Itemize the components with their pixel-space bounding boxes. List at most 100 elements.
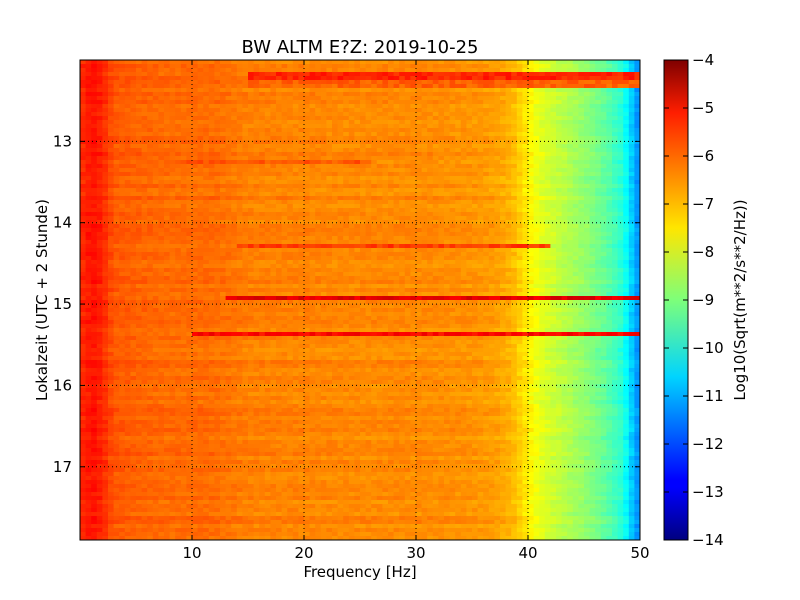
heatmap-cell bbox=[287, 180, 294, 185]
heatmap-cell bbox=[236, 104, 243, 109]
heatmap-cell bbox=[102, 240, 109, 245]
heatmap-cell bbox=[399, 232, 406, 237]
heatmap-cell bbox=[96, 160, 103, 165]
heatmap-cell bbox=[270, 116, 277, 121]
heatmap-cell bbox=[371, 196, 378, 201]
heatmap-cell bbox=[326, 244, 333, 249]
heatmap-cell bbox=[572, 72, 579, 77]
heatmap-cell bbox=[85, 168, 92, 173]
heatmap-cell bbox=[175, 232, 182, 237]
heatmap-cell bbox=[158, 192, 165, 197]
heatmap-cell bbox=[354, 148, 361, 153]
heatmap-cell bbox=[287, 68, 294, 73]
heatmap-cell bbox=[281, 92, 288, 97]
heatmap-cell bbox=[136, 244, 142, 249]
heatmap-cell bbox=[623, 144, 630, 149]
heatmap-cell bbox=[192, 108, 198, 113]
heatmap-cell bbox=[410, 256, 417, 261]
heatmap-cell bbox=[612, 204, 618, 209]
heatmap-cell bbox=[533, 80, 540, 85]
heatmap-cell bbox=[511, 164, 518, 169]
heatmap-cell bbox=[376, 196, 383, 201]
heatmap-cell bbox=[561, 176, 568, 181]
heatmap-cell bbox=[550, 132, 557, 137]
heatmap-cell bbox=[365, 80, 372, 85]
heatmap-cell bbox=[561, 144, 568, 149]
heatmap-cell bbox=[444, 104, 450, 109]
heatmap-cell bbox=[220, 152, 226, 157]
heatmap-cell bbox=[606, 224, 613, 229]
heatmap-cell bbox=[164, 60, 170, 65]
heatmap-cell bbox=[91, 172, 98, 177]
heatmap-cell bbox=[427, 140, 434, 145]
heatmap-cell bbox=[606, 92, 613, 97]
heatmap-cell bbox=[343, 180, 350, 185]
heatmap-cell bbox=[528, 232, 534, 237]
heatmap-cell bbox=[298, 192, 305, 197]
heatmap-cell bbox=[578, 100, 585, 105]
heatmap-cell bbox=[102, 212, 109, 217]
heatmap-cell bbox=[113, 228, 120, 233]
heatmap-cell bbox=[248, 116, 254, 121]
heatmap-cell bbox=[477, 120, 484, 125]
heatmap-cell bbox=[511, 136, 518, 141]
heatmap-cell bbox=[236, 256, 243, 261]
heatmap-cell bbox=[617, 68, 624, 73]
heatmap-cell bbox=[365, 228, 372, 233]
heatmap-cell bbox=[578, 120, 585, 125]
heatmap-cell bbox=[382, 132, 389, 137]
heatmap-cell bbox=[298, 64, 305, 69]
heatmap-cell bbox=[320, 140, 327, 145]
heatmap-cell bbox=[214, 220, 221, 225]
heatmap-cell bbox=[567, 80, 574, 85]
heatmap-cell bbox=[236, 176, 243, 181]
heatmap-cell bbox=[444, 148, 450, 153]
heatmap-cell bbox=[612, 220, 618, 225]
heatmap-cell bbox=[528, 68, 534, 73]
heatmap-cell bbox=[488, 136, 495, 141]
heatmap-cell bbox=[404, 244, 411, 249]
heatmap-cell bbox=[158, 220, 165, 225]
heatmap-cell bbox=[253, 256, 260, 261]
heatmap-cell bbox=[382, 148, 389, 153]
heatmap-cell bbox=[399, 148, 406, 153]
heatmap-cell bbox=[80, 72, 86, 77]
heatmap-cell bbox=[242, 204, 249, 209]
heatmap-cell bbox=[494, 140, 501, 145]
heatmap-cell bbox=[612, 92, 618, 97]
heatmap-cell bbox=[488, 160, 495, 165]
heatmap-cell bbox=[220, 216, 226, 221]
heatmap-cell bbox=[315, 108, 322, 113]
heatmap-cell bbox=[427, 176, 434, 181]
heatmap-cell bbox=[309, 92, 316, 97]
heatmap-cell bbox=[578, 112, 585, 117]
heatmap-cell bbox=[96, 192, 103, 197]
heatmap-cell bbox=[119, 164, 126, 169]
heatmap-cell bbox=[236, 72, 243, 77]
heatmap-cell bbox=[96, 256, 103, 261]
heatmap-cell bbox=[320, 208, 327, 213]
heatmap-cell bbox=[270, 112, 277, 117]
heatmap-cell bbox=[556, 80, 562, 85]
heatmap-cell bbox=[124, 156, 131, 161]
heatmap-cell bbox=[360, 152, 366, 157]
heatmap-cell bbox=[180, 212, 187, 217]
heatmap-cell bbox=[281, 224, 288, 229]
heatmap-cell bbox=[348, 144, 355, 149]
heatmap-cell bbox=[136, 84, 142, 89]
heatmap-cell bbox=[186, 184, 193, 189]
heatmap-cell bbox=[186, 64, 193, 69]
heatmap-cell bbox=[281, 248, 288, 253]
heatmap-cell bbox=[567, 188, 574, 193]
heatmap-cell bbox=[466, 216, 473, 221]
heatmap-cell bbox=[197, 252, 204, 257]
heatmap-cell bbox=[432, 120, 439, 125]
heatmap-cell bbox=[231, 152, 238, 157]
heatmap-cell bbox=[410, 132, 417, 137]
heatmap-cell bbox=[544, 232, 551, 237]
heatmap-cell bbox=[124, 132, 131, 137]
heatmap-cell bbox=[556, 136, 562, 141]
heatmap-cell bbox=[304, 184, 310, 189]
heatmap-cell bbox=[388, 60, 394, 65]
heatmap-cell bbox=[320, 172, 327, 177]
